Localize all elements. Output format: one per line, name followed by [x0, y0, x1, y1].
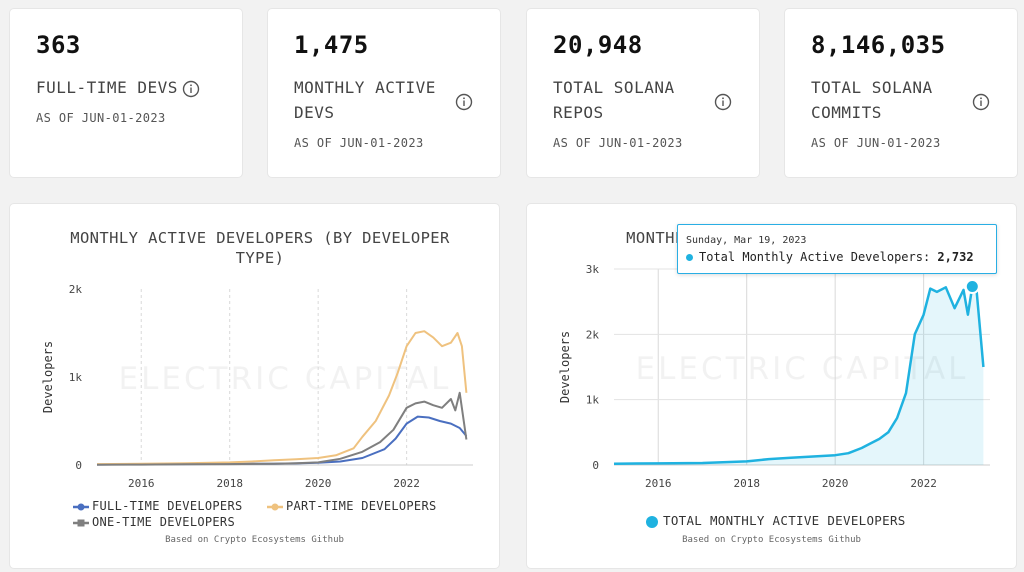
y-tick-label: 3k	[586, 263, 600, 276]
y-tick-label: 1k	[69, 371, 83, 384]
chart-source: Based on Crypto Ecosystems Github	[165, 535, 344, 545]
tooltip-date: Sunday, Mar 19, 2023	[686, 235, 807, 246]
stat-value: 20,948	[553, 31, 643, 59]
stat-value: 1,475	[294, 31, 369, 59]
info-icon[interactable]	[182, 80, 200, 98]
legend-item-full-time[interactable]: FULL-TIME DEVELOPERS	[72, 498, 243, 514]
series-line-one-time-developers	[96, 391, 468, 466]
stat-card-total-repos: 20,948 TOTAL SOLANA REPOS AS OF JUN-01-2…	[527, 9, 759, 177]
y-tick-label: 0	[75, 459, 82, 472]
y-tick-label: 2k	[586, 328, 600, 341]
stat-card-monthly-active-devs: 1,475 MONTHLY ACTIVE DEVS AS OF JUN-01-2…	[268, 9, 500, 177]
stat-label: TOTAL SOLANA REPOS	[553, 78, 675, 122]
stat-label: TOTAL SOLANA COMMITS	[811, 78, 933, 122]
legend-label: FULL-TIME DEVELOPERS	[92, 499, 243, 513]
tooltip-value: 2,732	[937, 250, 974, 264]
chart-source: Based on Crypto Ecosystems Github	[682, 535, 861, 545]
info-icon[interactable]	[455, 93, 473, 111]
stat-card-total-commits: 8,146,035 TOTAL SOLANA COMMITS AS OF JUN…	[785, 9, 1017, 177]
stat-label: FULL-TIME DEVS	[36, 78, 178, 97]
stat-value: 8,146,035	[811, 31, 946, 59]
tooltip-series-label: Total Monthly Active Developers:	[699, 250, 931, 264]
series-line-total-monthly-active-developers	[613, 285, 985, 465]
x-tick-label: 2020	[822, 477, 849, 490]
stat-value: 363	[36, 31, 81, 59]
stat-date: AS OF JUN-01-2023	[294, 136, 424, 150]
stat-card-full-time-devs: 363 FULL-TIME DEVS AS OF JUN-01-2023	[10, 9, 242, 177]
info-icon[interactable]	[972, 93, 990, 111]
y-tick-label: 1k	[586, 394, 600, 407]
legend-label: ONE-TIME DEVELOPERS	[92, 515, 235, 529]
chart-by-developer-type: ELECTRIC CAPITAL 2016 2018 2020 2022 0 1k 2k Dev…	[41, 283, 473, 490]
x-tick-label: 2022	[910, 477, 937, 490]
legend-label: TOTAL MONTHLY ACTIVE DEVELOPERS	[663, 513, 906, 528]
x-tick-label: 2018	[733, 477, 760, 490]
watermark: ELECTRIC CAPITAL	[119, 361, 452, 397]
y-tick-label: 2k	[69, 283, 83, 296]
x-tick-label: 2020	[305, 477, 332, 490]
chart-title: MONTHLY ACTIVE DEVELOPERS (BY DEVELOPER …	[70, 229, 450, 267]
x-tick-label: 2016	[128, 477, 155, 490]
y-axis-label: Developers	[558, 331, 572, 403]
stat-date: AS OF JUN-01-2023	[811, 136, 941, 150]
series-line-full-time-developers	[96, 415, 468, 466]
legend-label: PART-TIME DEVELOPERS	[286, 499, 437, 513]
stat-date: AS OF JUN-01-2023	[553, 136, 683, 150]
stat-date: AS OF JUN-01-2023	[36, 111, 166, 125]
legend-item-total[interactable]: TOTAL MONTHLY ACTIVE DEVELOPERS	[645, 513, 906, 529]
y-axis-label: Developers	[41, 341, 55, 413]
tooltip-marker	[964, 279, 980, 295]
tooltip-series-dot	[686, 254, 693, 261]
chart-tooltip: Sunday, Mar 19, 2023 Total Monthly Activ…	[677, 224, 997, 274]
legend-item-part-time[interactable]: PART-TIME DEVELOPERS	[266, 498, 437, 514]
y-tick-label: 0	[592, 459, 599, 472]
legend-item-one-time[interactable]: ONE-TIME DEVELOPERS	[72, 514, 235, 530]
chart-card-by-type: ELECTRIC CAPITAL 2016 2018 2020 2022 0 1k 2k Dev…	[10, 204, 499, 568]
x-tick-label: 2018	[216, 477, 243, 490]
series-line-part-time-developers	[96, 330, 468, 466]
x-tick-label: 2022	[393, 477, 420, 490]
stat-label: MONTHLY ACTIVE DEVS	[294, 78, 436, 122]
info-icon[interactable]	[714, 93, 732, 111]
x-tick-label: 2016	[645, 477, 672, 490]
tooltip-value-line: Total Monthly Active Developers: 2,732	[686, 250, 974, 264]
